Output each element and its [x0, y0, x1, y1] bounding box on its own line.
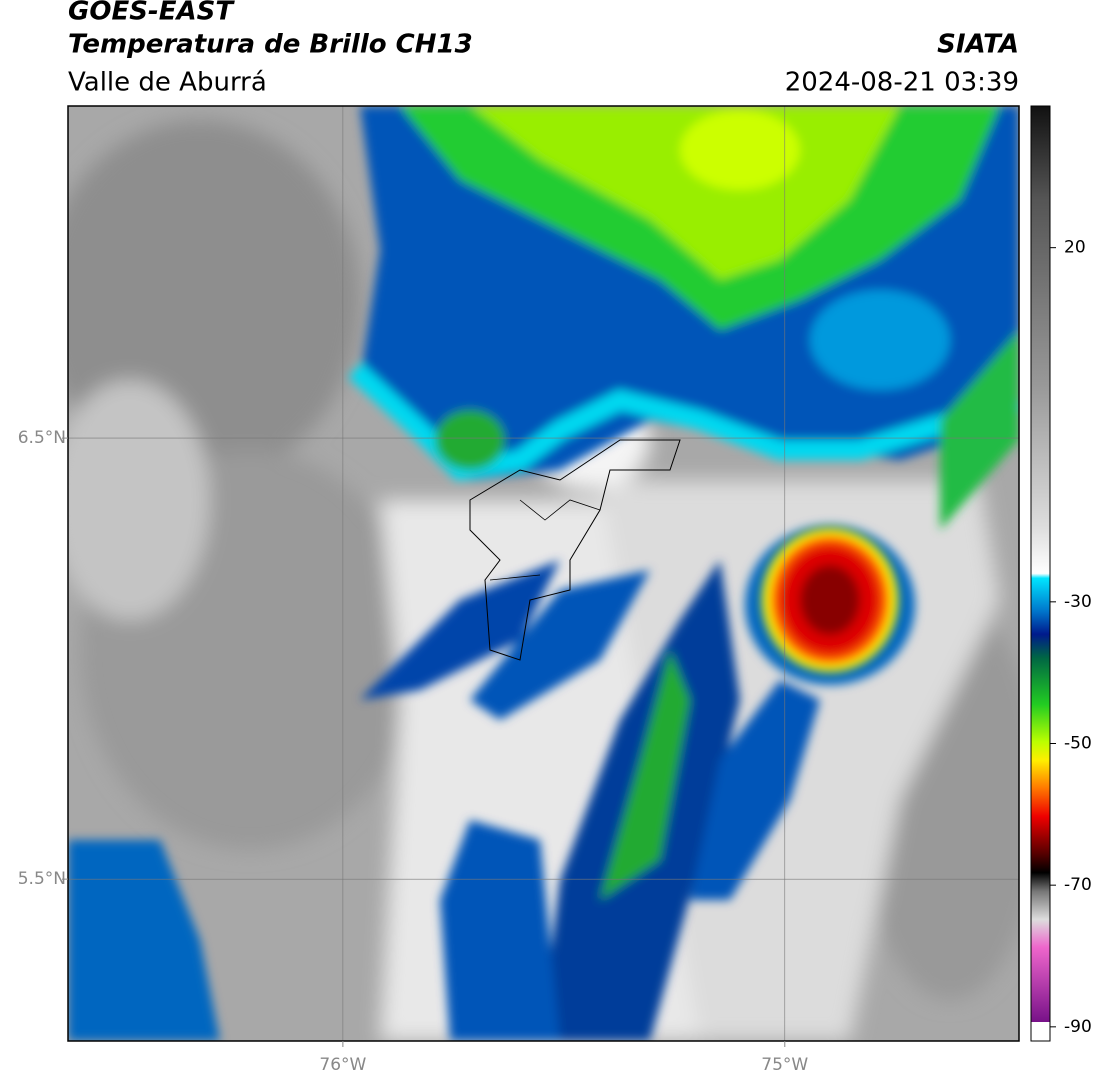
title: GOES-EAST: [68, 0, 235, 27]
map-frame: [67, 105, 1020, 1042]
satellite-image: [68, 106, 1019, 1041]
subtitle: Temperatura de Brillo CH13: [68, 30, 473, 60]
lat-tick-label: 5.5°N: [18, 869, 66, 889]
source: SIATA: [937, 30, 1019, 60]
colorbar-tick-label: -90: [1064, 1017, 1092, 1037]
colorbar-frame: [1030, 105, 1051, 1042]
datetime: 2024-08-21 03:39: [785, 68, 1019, 98]
colorbar-tick-label: -50: [1064, 734, 1092, 754]
lon-tick-label: 75°W: [761, 1055, 808, 1075]
colorbar-tick-label: -30: [1064, 592, 1092, 612]
colorbar-tick-label: 20: [1064, 238, 1086, 258]
region: Valle de Aburrá: [68, 68, 267, 98]
colorbar-under: [1031, 1022, 1050, 1041]
colorbar: [1031, 106, 1050, 1041]
lon-tick-label: 76°W: [319, 1055, 366, 1075]
lat-tick-label: 6.5°N: [18, 428, 66, 448]
graticule: [68, 106, 1019, 1041]
colorbar-tick-label: -70: [1064, 875, 1092, 895]
